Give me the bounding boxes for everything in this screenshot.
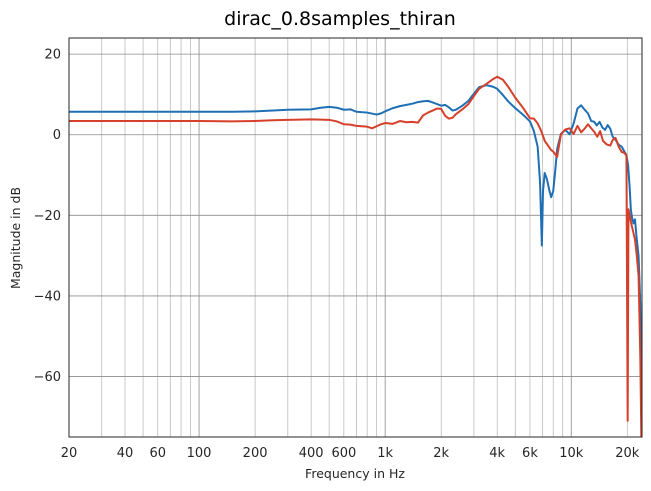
- x-axis-label: Frequency in Hz: [305, 466, 405, 481]
- x-tick-label: 1k: [377, 446, 393, 461]
- x-tick-label: 400: [299, 446, 324, 461]
- x-tick-label: 10k: [559, 446, 584, 461]
- x-tick-label: 60: [150, 446, 167, 461]
- series-line-2: [69, 75, 642, 437]
- y-tick-label: −20: [34, 209, 61, 224]
- x-tick-label: 6k: [522, 446, 538, 461]
- x-tick-label: 2k: [433, 446, 449, 461]
- chart-title: dirac_0.8samples_thiran: [224, 8, 456, 30]
- x-tick-label: 600: [331, 446, 356, 461]
- x-tick-label: 200: [243, 446, 268, 461]
- x-tick-label: 20: [61, 446, 78, 461]
- y-tick-label: −60: [34, 370, 61, 385]
- x-tick-label: 20k: [615, 446, 640, 461]
- x-tick-label: 40: [117, 446, 134, 461]
- series-group: [69, 75, 642, 437]
- y-tick-labels: 20 0 −20 −40 −60: [34, 48, 61, 385]
- x-tick-labels: 20 40 60 100 200 400 600 1k 2k 4k 6k 10k 20k: [61, 446, 640, 461]
- x-tick-label: 100: [187, 446, 212, 461]
- y-tick-label: −40: [34, 289, 61, 304]
- y-axis-label: Magnitude in dB: [8, 187, 23, 289]
- plot-frame: [68, 37, 643, 438]
- x-tick-label: 4k: [489, 446, 505, 461]
- series-line-1: [69, 84, 642, 437]
- y-tick-label: 0: [53, 128, 61, 143]
- y-tick-label: 20: [44, 48, 61, 63]
- grid: [68, 38, 642, 437]
